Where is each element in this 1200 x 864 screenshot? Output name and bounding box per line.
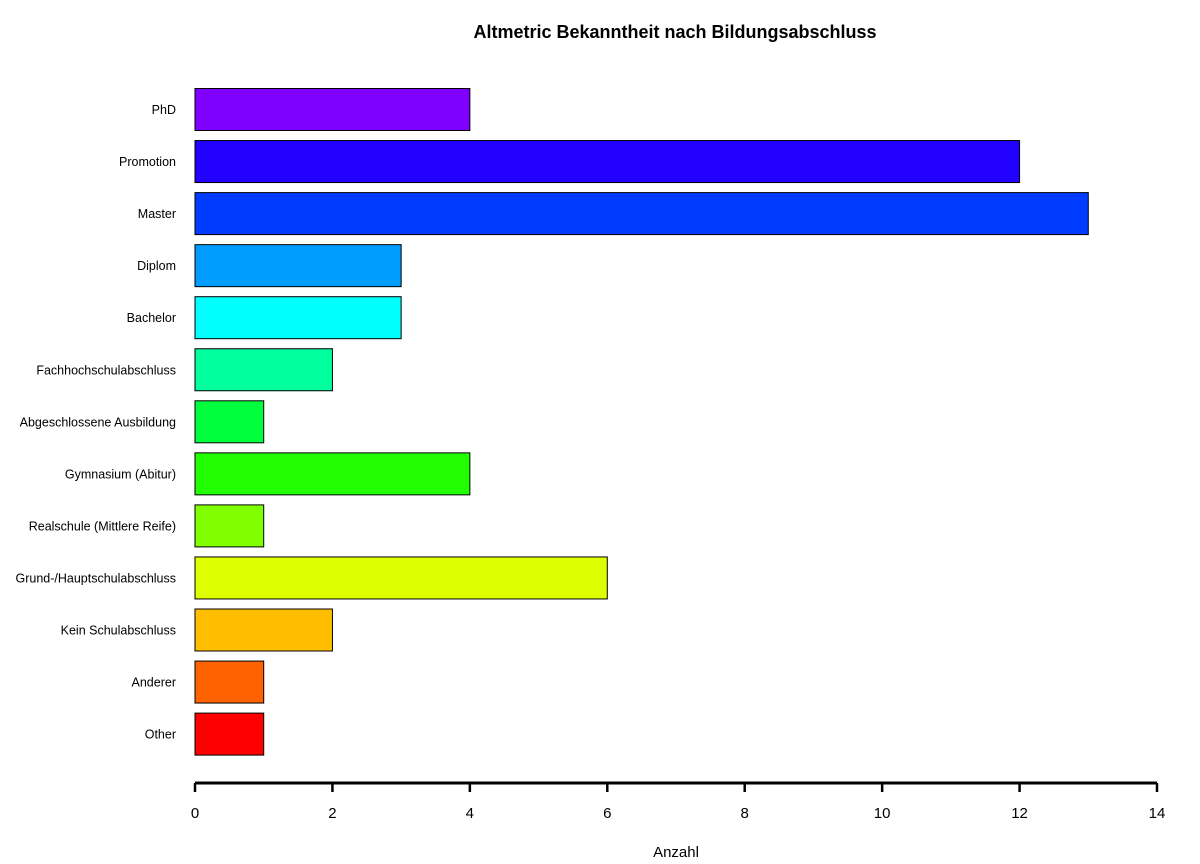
x-tick-label: 8 <box>741 805 749 822</box>
bar-9 <box>194 556 608 600</box>
category-label: Gymnasium (Abitur) <box>65 467 176 481</box>
bar-2 <box>194 192 1089 236</box>
chart-title: Altmetric Bekanntheit nach Bildungsabsch… <box>473 22 876 42</box>
bar-8 <box>194 504 265 548</box>
bars-group <box>194 88 1089 756</box>
x-tick-label: 12 <box>1011 805 1028 822</box>
bar-4 <box>194 296 402 340</box>
bar-6 <box>194 400 265 444</box>
category-label: PhD <box>152 103 176 117</box>
category-label: Abgeschlossene Ausbildung <box>20 415 176 429</box>
category-label: Promotion <box>119 155 176 169</box>
x-tick-label: 10 <box>874 805 891 822</box>
bar-7 <box>194 452 471 496</box>
x-tick-label: 2 <box>328 805 336 822</box>
bar-1 <box>194 140 1021 184</box>
bar-3 <box>194 244 402 288</box>
x-tick-label: 4 <box>466 805 474 822</box>
category-label: Realschule (Mittlere Reife) <box>29 519 176 533</box>
category-label: Other <box>145 728 176 742</box>
bar-10 <box>194 608 333 652</box>
bar-0 <box>194 88 471 131</box>
x-tick-label: 14 <box>1149 805 1166 822</box>
bar-12 <box>194 712 265 756</box>
category-label: Anderer <box>132 676 176 690</box>
x-tick-label: 0 <box>191 805 199 822</box>
bar-5 <box>194 348 333 392</box>
category-labels: PhD Promotion Master Diplom Bachelor Fachhoch… <box>16 103 177 742</box>
x-axis-title: Anzahl <box>653 844 699 861</box>
category-label: Diplom <box>137 259 176 273</box>
category-label: Kein Schulabschluss <box>61 624 176 638</box>
category-label: Grund-/Hauptschulabschluss <box>16 571 177 585</box>
category-label: Bachelor <box>127 311 176 325</box>
x-axis: 0 2 4 6 8 10 12 14 <box>191 781 1166 822</box>
x-tick-label: 6 <box>603 805 611 822</box>
bar-11 <box>194 660 265 704</box>
category-label: Fachhochschulabschluss <box>36 363 176 377</box>
category-label: Master <box>138 207 176 221</box>
